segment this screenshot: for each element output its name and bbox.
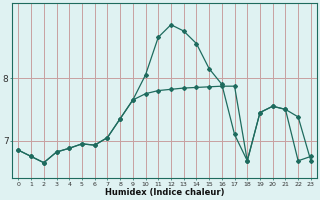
- X-axis label: Humidex (Indice chaleur): Humidex (Indice chaleur): [105, 188, 224, 197]
